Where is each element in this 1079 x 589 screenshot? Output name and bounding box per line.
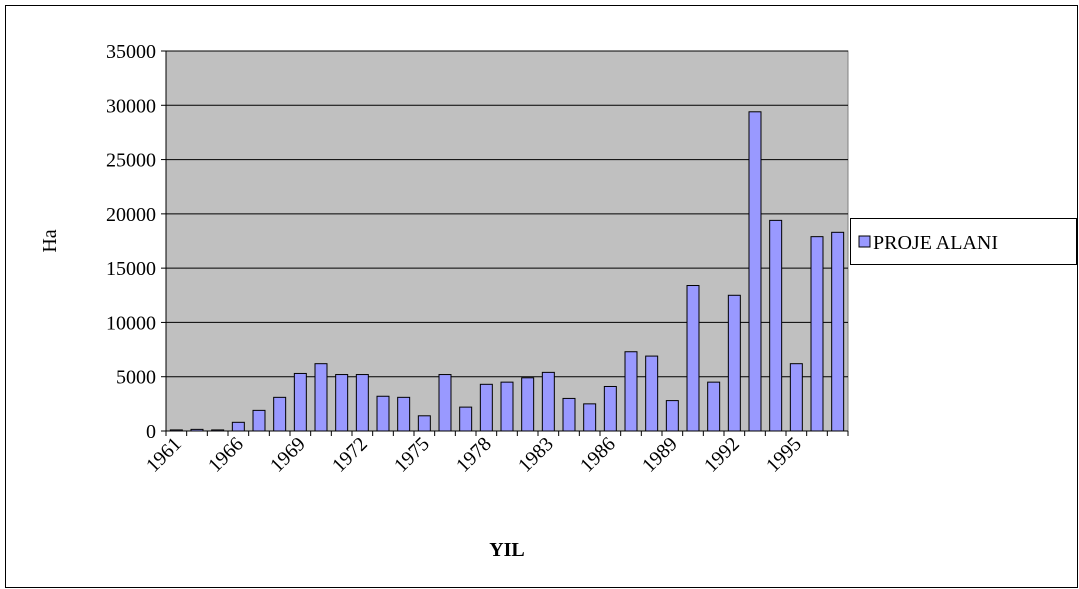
bar — [376, 395, 390, 432]
bar — [500, 381, 514, 432]
legend-swatch — [858, 235, 871, 248]
y-tick-label: 10000 — [106, 312, 156, 334]
bar — [541, 371, 555, 432]
y-tick-label: 35000 — [106, 41, 156, 63]
y-tick-label: 5000 — [116, 367, 156, 389]
bar — [252, 409, 266, 432]
bar — [562, 397, 576, 432]
bar — [273, 396, 287, 432]
bar — [583, 403, 597, 432]
bar — [603, 385, 617, 432]
legend-box — [850, 218, 1077, 265]
bar — [459, 406, 473, 432]
y-axis-title: Ha — [39, 229, 61, 252]
bar — [314, 363, 328, 432]
bar — [293, 372, 307, 432]
bar — [355, 374, 369, 432]
bar — [479, 383, 493, 432]
bar — [335, 374, 349, 432]
bar — [624, 351, 638, 432]
y-tick-label: 25000 — [106, 150, 156, 172]
bar — [417, 415, 431, 432]
y-tick-label: 30000 — [106, 95, 156, 117]
y-tick-label: 15000 — [106, 258, 156, 280]
bar — [438, 374, 452, 432]
bar — [789, 363, 803, 432]
bar — [810, 236, 824, 432]
bar — [686, 285, 700, 432]
bar — [397, 396, 411, 432]
bar — [169, 429, 183, 432]
x-axis-title: YIL — [489, 539, 525, 561]
bar — [831, 231, 845, 432]
bar — [211, 429, 225, 432]
bar — [707, 381, 721, 432]
bar — [665, 400, 679, 432]
y-tick-label: 20000 — [106, 204, 156, 226]
bar — [727, 294, 741, 432]
bar — [645, 355, 659, 432]
bar — [231, 421, 245, 432]
bar — [521, 377, 535, 432]
bar — [190, 428, 204, 432]
bar — [748, 111, 762, 432]
legend-label: PROJE ALANI — [873, 232, 998, 254]
y-tick-label: 0 — [146, 421, 156, 443]
bar — [769, 219, 783, 432]
plot-area — [165, 50, 849, 432]
